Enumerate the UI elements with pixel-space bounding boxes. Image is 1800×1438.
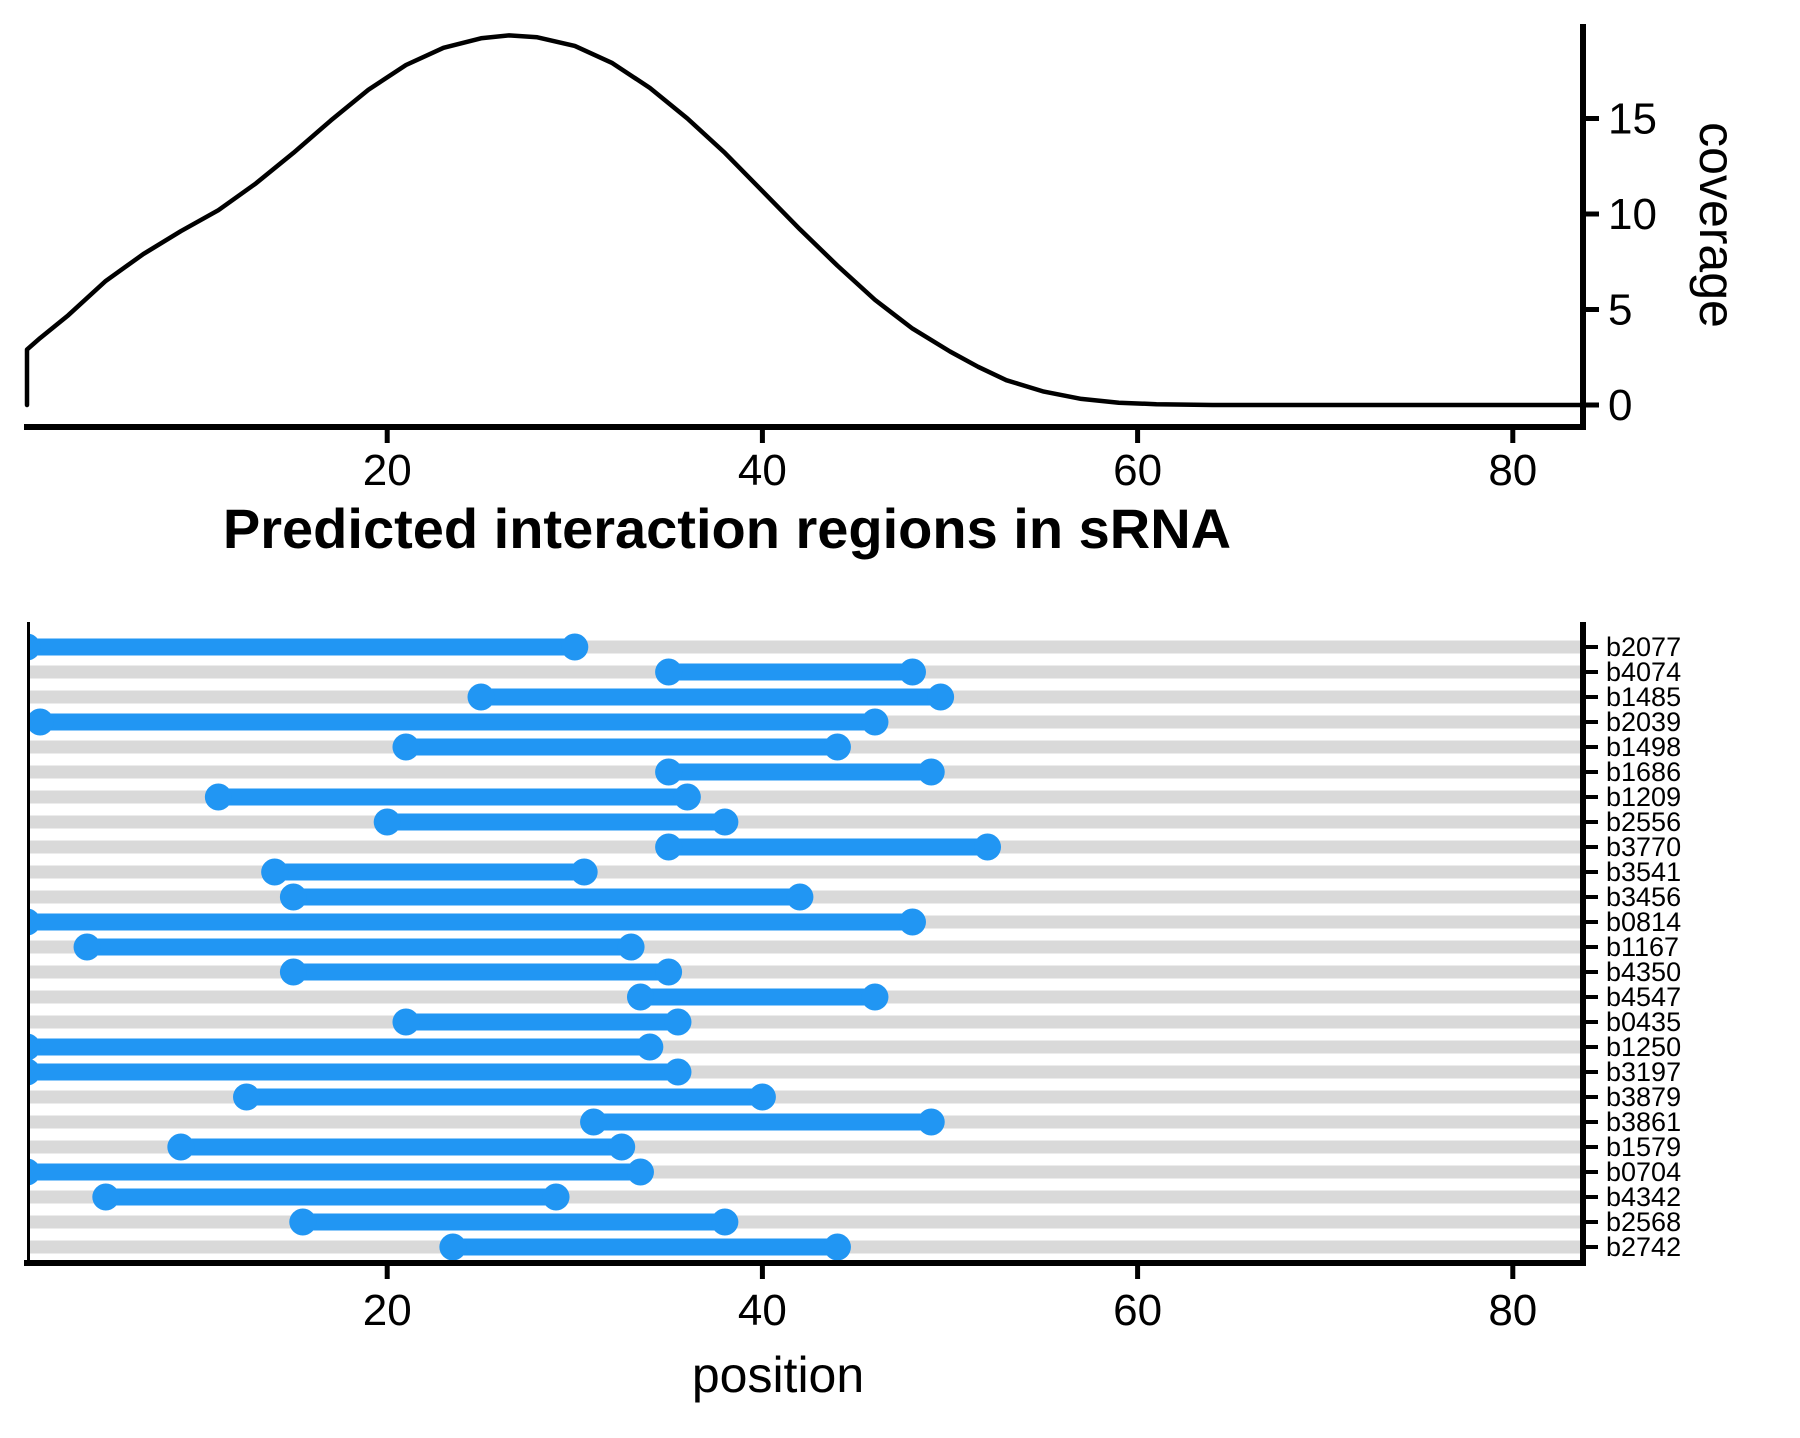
row-label-b1250: b1250 bbox=[1606, 1032, 1681, 1062]
region-start-dot-b1485 bbox=[467, 683, 495, 711]
region-end-dot-b1209 bbox=[673, 783, 701, 811]
region-start-dot-b4547 bbox=[626, 983, 654, 1011]
row-label-b3861: b3861 bbox=[1606, 1107, 1681, 1137]
bottom-x-tick-label: 40 bbox=[738, 1286, 787, 1335]
region-start-dot-b3456 bbox=[279, 883, 307, 911]
region-start-dot-b1498 bbox=[392, 733, 420, 761]
region-start-dot-b2077 bbox=[27, 633, 41, 661]
region-end-dot-b3879 bbox=[748, 1083, 776, 1111]
row-stripe bbox=[27, 865, 1580, 879]
region-end-dot-b4350 bbox=[655, 958, 683, 986]
bottom-x-tick-label: 80 bbox=[1488, 1286, 1537, 1335]
plot-title: Predicted interaction regions in sRNA bbox=[223, 497, 1231, 560]
row-label-b4350: b4350 bbox=[1606, 957, 1681, 987]
row-label-b2077: b2077 bbox=[1606, 632, 1681, 662]
region-start-dot-b2039 bbox=[27, 708, 54, 736]
region-end-dot-b3541 bbox=[570, 858, 598, 886]
row-label-b3770: b3770 bbox=[1606, 832, 1681, 862]
top-x-tick-label: 20 bbox=[363, 446, 412, 495]
row-stripe bbox=[27, 1015, 1580, 1029]
row-label-b1579: b1579 bbox=[1606, 1132, 1681, 1162]
region-start-dot-b0814 bbox=[27, 908, 41, 936]
bottom-x-tick-label: 20 bbox=[363, 1286, 412, 1335]
region-end-dot-b4342 bbox=[542, 1183, 570, 1211]
row-label-b4547: b4547 bbox=[1606, 982, 1681, 1012]
region-end-dot-b2742 bbox=[823, 1233, 851, 1261]
region-start-dot-b1579 bbox=[167, 1133, 195, 1161]
row-label-b1485: b1485 bbox=[1606, 682, 1681, 712]
row-label-b3456: b3456 bbox=[1606, 882, 1681, 912]
region-start-dot-b4074 bbox=[655, 658, 683, 686]
segments-group bbox=[27, 633, 1002, 1261]
region-end-dot-b3456 bbox=[786, 883, 814, 911]
region-start-dot-b4350 bbox=[279, 958, 307, 986]
region-end-dot-b1579 bbox=[608, 1133, 636, 1161]
region-end-dot-b0704 bbox=[626, 1158, 654, 1186]
region-end-dot-b4074 bbox=[898, 658, 926, 686]
row-label-b1167: b1167 bbox=[1606, 932, 1679, 962]
top-x-tick-label: 60 bbox=[1113, 446, 1162, 495]
region-end-dot-b2077 bbox=[561, 633, 589, 661]
region-start-dot-b3770 bbox=[655, 833, 683, 861]
row-stripe bbox=[27, 965, 1580, 979]
top-x-tick-label: 80 bbox=[1488, 446, 1537, 495]
coverage-y-tick-label: 15 bbox=[1608, 95, 1657, 144]
region-end-dot-b2568 bbox=[711, 1208, 739, 1236]
row-stripe bbox=[27, 1215, 1580, 1229]
coverage-curve bbox=[24, 33, 1583, 408]
bottom-x-tick-label: 60 bbox=[1113, 1286, 1162, 1335]
row-label-b3879: b3879 bbox=[1606, 1082, 1681, 1112]
region-end-dot-b1250 bbox=[636, 1033, 664, 1061]
region-end-dot-b3197 bbox=[664, 1058, 692, 1086]
top-x-tick-label: 40 bbox=[738, 446, 787, 495]
coverage-axis-title: coverage bbox=[1689, 122, 1745, 328]
region-start-dot-b3879 bbox=[233, 1083, 260, 1111]
region-end-dot-b1498 bbox=[823, 733, 851, 761]
region-end-dot-b1167 bbox=[617, 933, 645, 961]
coverage-y-tick-label: 10 bbox=[1608, 190, 1657, 239]
region-start-dot-b1209 bbox=[204, 783, 232, 811]
row-label-b2039: b2039 bbox=[1606, 707, 1681, 737]
region-end-dot-b2556 bbox=[711, 808, 739, 836]
region-end-dot-b4547 bbox=[861, 983, 889, 1011]
region-start-dot-b3541 bbox=[261, 858, 289, 886]
region-start-dot-b2556 bbox=[373, 808, 401, 836]
row-label-b2568: b2568 bbox=[1606, 1207, 1681, 1237]
coverage-y-tick-label: 0 bbox=[1608, 381, 1632, 430]
region-start-dot-b0435 bbox=[392, 1008, 420, 1036]
row-label-b4074: b4074 bbox=[1606, 657, 1681, 687]
region-start-dot-b2568 bbox=[289, 1208, 317, 1236]
position-axis-title: position bbox=[692, 1347, 864, 1403]
row-label-b0814: b0814 bbox=[1606, 907, 1681, 937]
row-label-b0704: b0704 bbox=[1606, 1157, 1681, 1187]
row-label-b0435: b0435 bbox=[1606, 1007, 1681, 1037]
row-label-b2556: b2556 bbox=[1606, 807, 1681, 837]
region-start-dot-b0704 bbox=[27, 1158, 41, 1186]
region-start-dot-b1250 bbox=[27, 1033, 41, 1061]
region-end-dot-b3770 bbox=[974, 833, 1002, 861]
row-label-b1498: b1498 bbox=[1606, 732, 1681, 762]
region-start-dot-b4342 bbox=[92, 1183, 120, 1211]
region-end-dot-b1485 bbox=[927, 683, 955, 711]
region-end-dot-b0814 bbox=[898, 908, 926, 936]
region-start-dot-b1686 bbox=[655, 758, 683, 786]
row-label-b4342: b4342 bbox=[1606, 1182, 1681, 1212]
row-label-b2742: b2742 bbox=[1606, 1232, 1681, 1262]
region-start-dot-b3197 bbox=[27, 1058, 41, 1086]
region-start-dot-b3861 bbox=[580, 1108, 608, 1136]
region-end-dot-b2039 bbox=[861, 708, 889, 736]
coverage-y-tick-label: 5 bbox=[1608, 286, 1632, 335]
row-stripe bbox=[27, 815, 1580, 829]
row-label-b3541: b3541 bbox=[1606, 857, 1681, 887]
region-end-dot-b1686 bbox=[917, 758, 945, 786]
row-label-b1686: b1686 bbox=[1606, 757, 1681, 787]
region-start-dot-b1167 bbox=[73, 933, 101, 961]
row-label-b3197: b3197 bbox=[1606, 1057, 1681, 1087]
region-start-dot-b2742 bbox=[439, 1233, 467, 1261]
region-end-dot-b0435 bbox=[664, 1008, 692, 1036]
region-end-dot-b3861 bbox=[917, 1108, 945, 1136]
row-label-b1209: b1209 bbox=[1606, 782, 1681, 812]
